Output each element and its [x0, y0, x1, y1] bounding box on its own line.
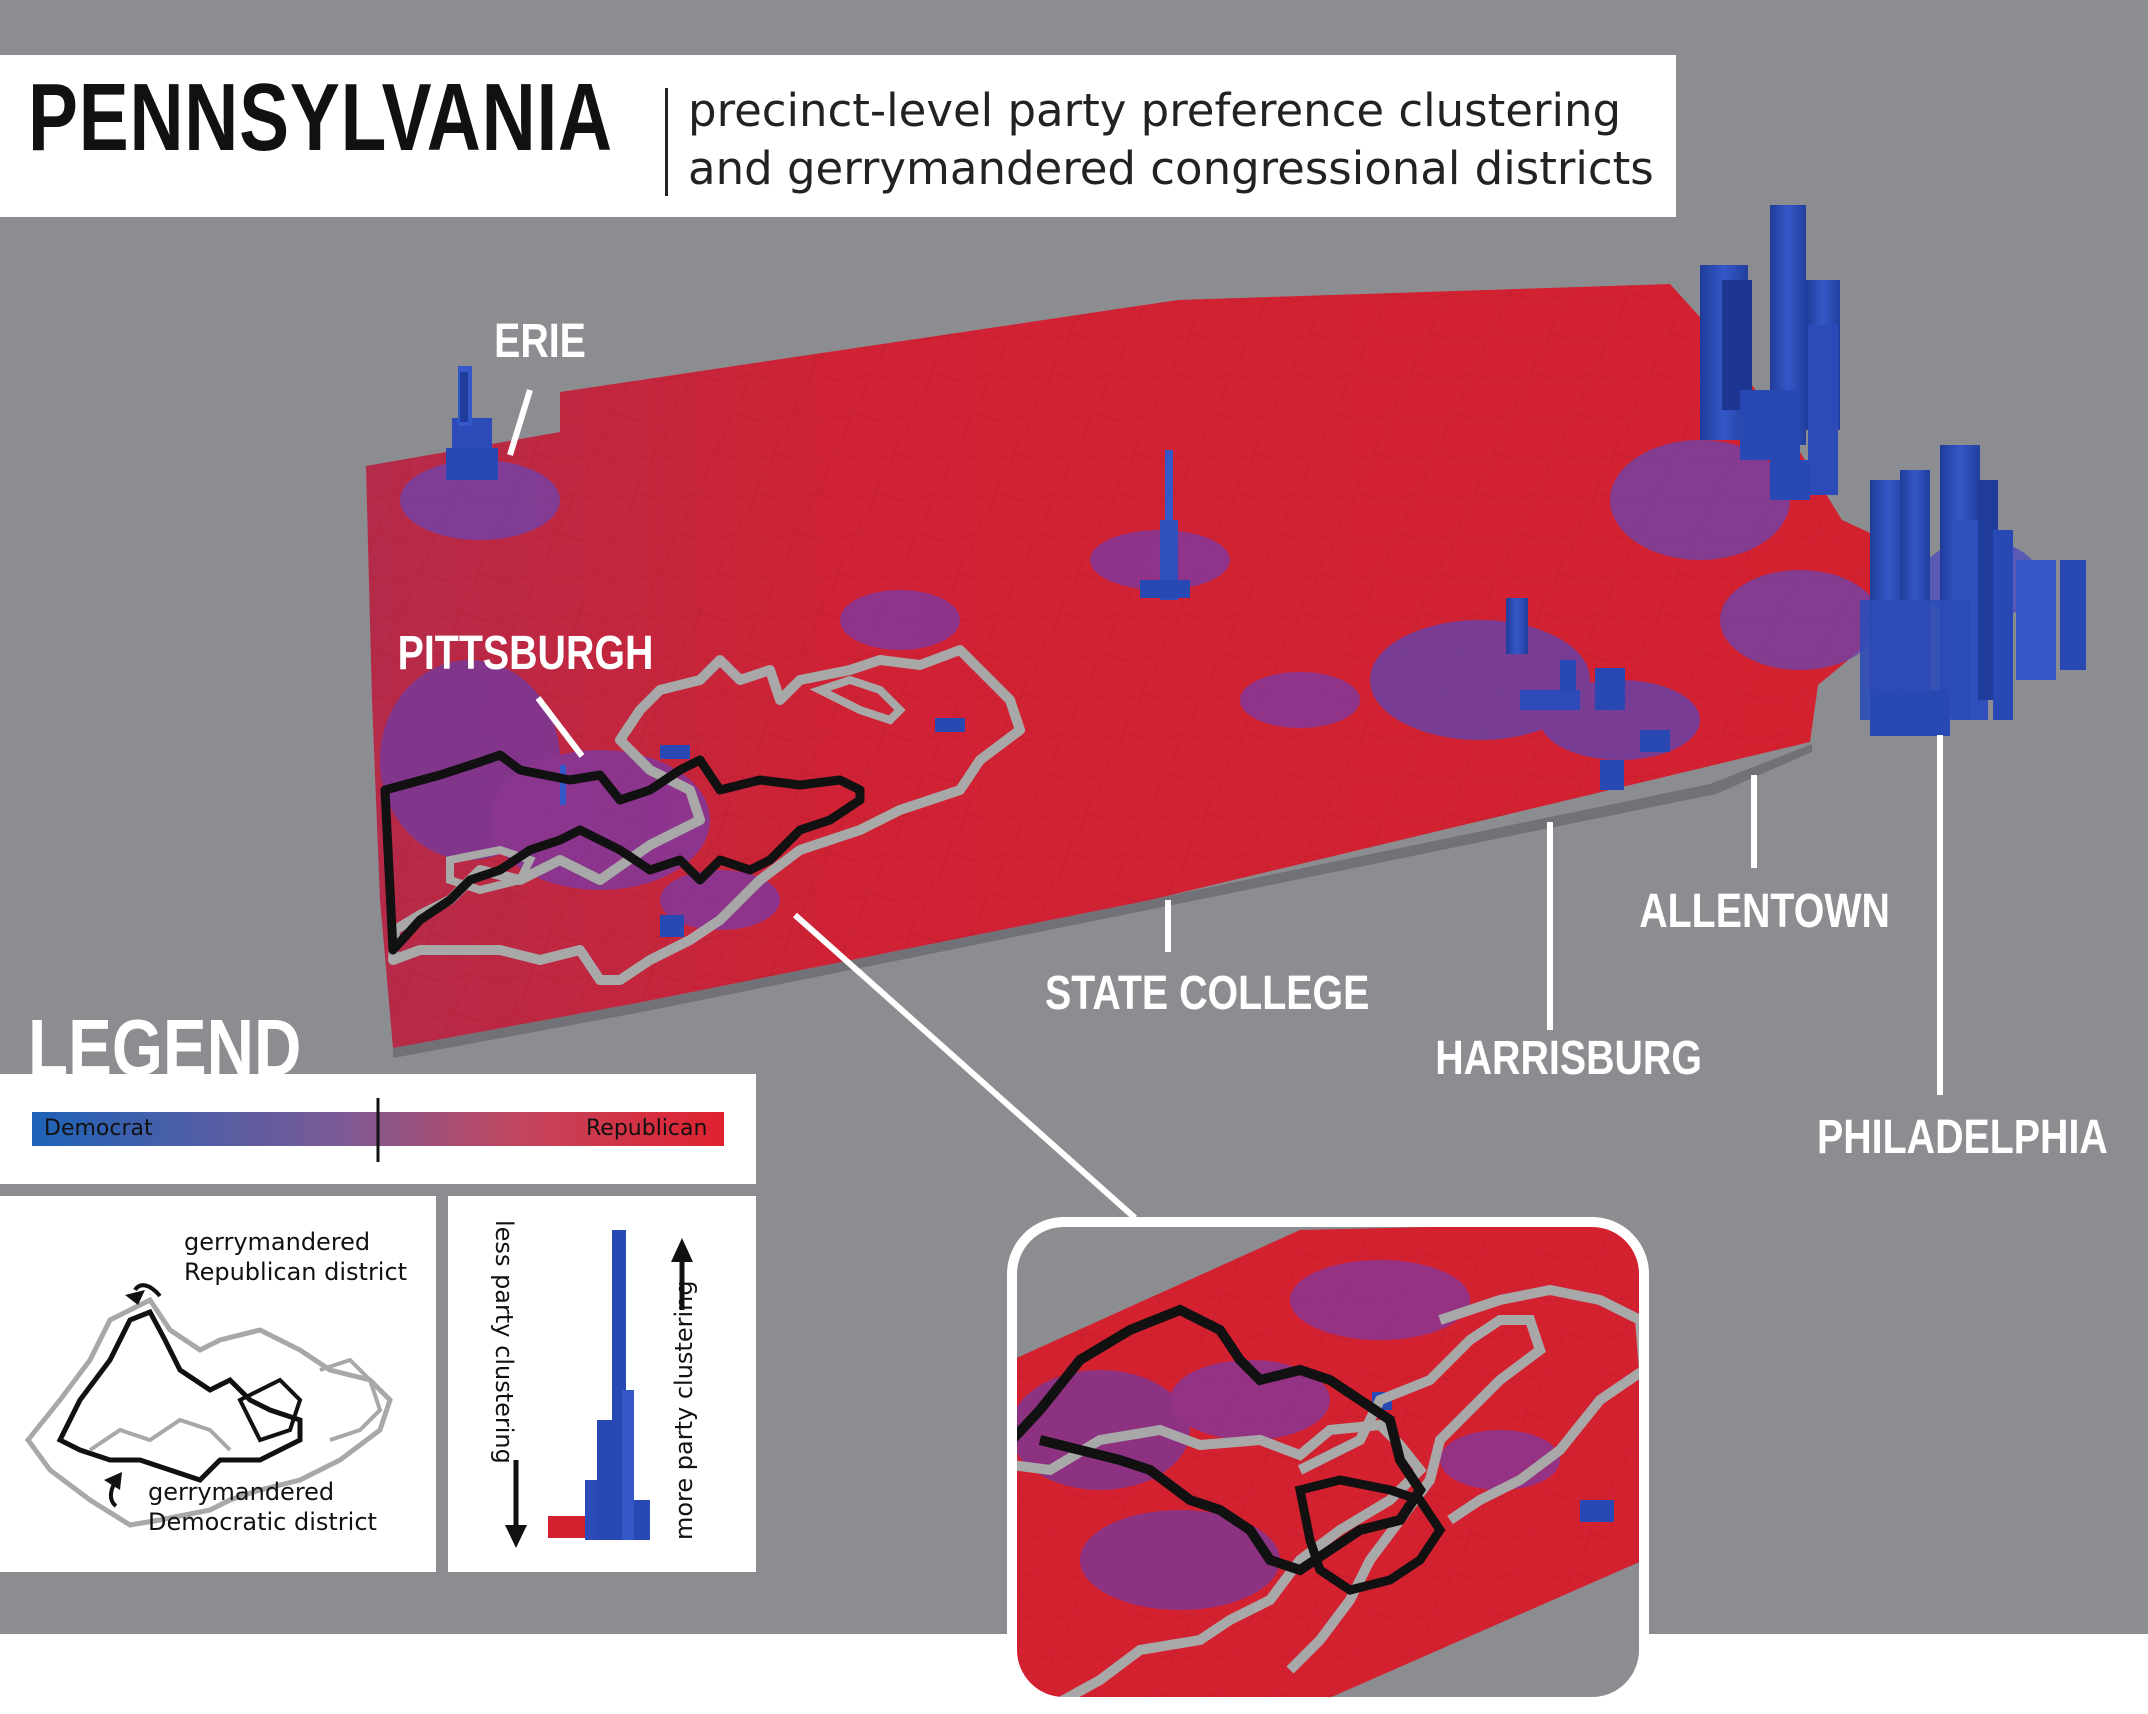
city-label-erie: ERIE: [494, 315, 586, 368]
allentown-tower: [1700, 205, 1840, 500]
city-label-philadelphia: PHILADELPHIA: [1817, 1111, 2108, 1164]
republican-district-label-2: Republican district: [184, 1258, 408, 1286]
democratic-district-outline: [388, 645, 1025, 985]
city-label-harrisburg: HARRISBURG: [1435, 1032, 1702, 1085]
legend-heading: LEGEND: [28, 1003, 302, 1092]
democratic-district-label-2: Democratic district: [148, 1508, 377, 1536]
scale-label-republican: Republican: [586, 1116, 708, 1141]
clustering-histogram-icon: [548, 1230, 650, 1540]
city-label-allentown: ALLENTOWN: [1639, 885, 1890, 938]
district-legend-diagram: [24, 1283, 393, 1528]
pittsburgh-leader: [535, 696, 585, 758]
more-clustering-label: more party clustering: [670, 1280, 698, 1540]
page-title: PENNSYLVANIA: [28, 64, 613, 171]
erie-leader: [507, 389, 533, 456]
title-panel: [0, 55, 1676, 217]
inset-frame: [1007, 1217, 1649, 1707]
arrow-down-icon: [505, 1525, 527, 1548]
arrow-democratic-icon: [104, 1472, 122, 1490]
republican-district-outline: [380, 750, 865, 955]
city-label-pittsburgh: PITTSBURGH: [397, 627, 654, 680]
arrow-republican-icon: [125, 1290, 145, 1305]
inset-leader: [793, 912, 1137, 1221]
republican-district-label-1: gerrymandered: [184, 1228, 371, 1256]
title-divider: [665, 88, 668, 196]
less-clustering-label: less party clustering: [490, 1220, 518, 1464]
philadelphia-tower: [1860, 445, 2086, 736]
harrisburg-tower: [1506, 598, 1670, 790]
subtitle-line-2: and gerrymandered congressional district…: [688, 142, 1654, 195]
city-label-state-college: STATE COLLEGE: [1045, 967, 1370, 1020]
arrow-up-icon: [671, 1238, 693, 1262]
subtitle-line-1: precinct-level party preference clusteri…: [688, 84, 1622, 137]
inset-zoom-view: [1012, 1222, 1644, 1702]
state-college-tower: [1140, 450, 1190, 600]
erie-tower: [446, 366, 498, 480]
scale-label-democrat: Democrat: [44, 1116, 153, 1141]
democratic-district-label-1: gerrymandered: [148, 1478, 335, 1506]
